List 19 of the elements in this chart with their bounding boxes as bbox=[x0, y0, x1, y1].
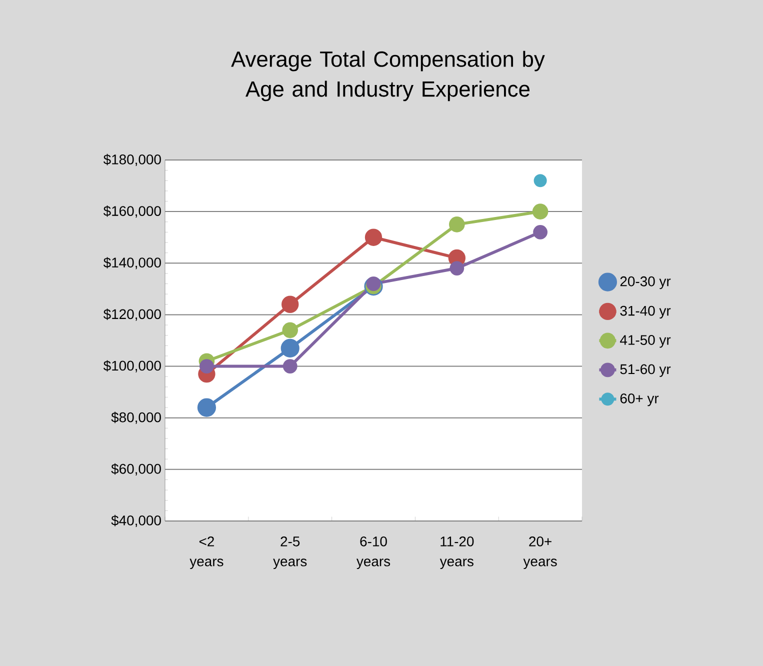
y-tick-label: $120,000 bbox=[103, 308, 161, 321]
x-tick-label: <2 years bbox=[190, 536, 224, 570]
legend-label: 31-40 yr bbox=[620, 306, 671, 318]
y-tick-label: $60,000 bbox=[111, 463, 161, 476]
x-tick-label: 20+ years bbox=[523, 536, 557, 570]
legend-label: 41-50 yr bbox=[620, 335, 671, 348]
legend-label: 60+ yr bbox=[620, 393, 659, 406]
y-tick-label: $80,000 bbox=[111, 412, 161, 424]
chart-title: Average Total Compensation by Age and Industry Experience bbox=[231, 50, 545, 102]
y-tick-label: $160,000 bbox=[103, 206, 161, 218]
x-tick-label: 6-10 years bbox=[356, 536, 390, 570]
legend-label: 51-60 yr bbox=[620, 364, 671, 377]
x-tick-label: 2-5 years bbox=[273, 536, 307, 570]
x-tick-label: 11-20 years bbox=[440, 536, 474, 570]
y-tick-label: $100,000 bbox=[103, 360, 161, 372]
y-tick-label: $40,000 bbox=[111, 514, 161, 528]
y-tick-label: $140,000 bbox=[103, 257, 161, 270]
legend-label: 20-30 yr bbox=[620, 276, 671, 290]
y-tick-label: $180,000 bbox=[103, 154, 161, 166]
